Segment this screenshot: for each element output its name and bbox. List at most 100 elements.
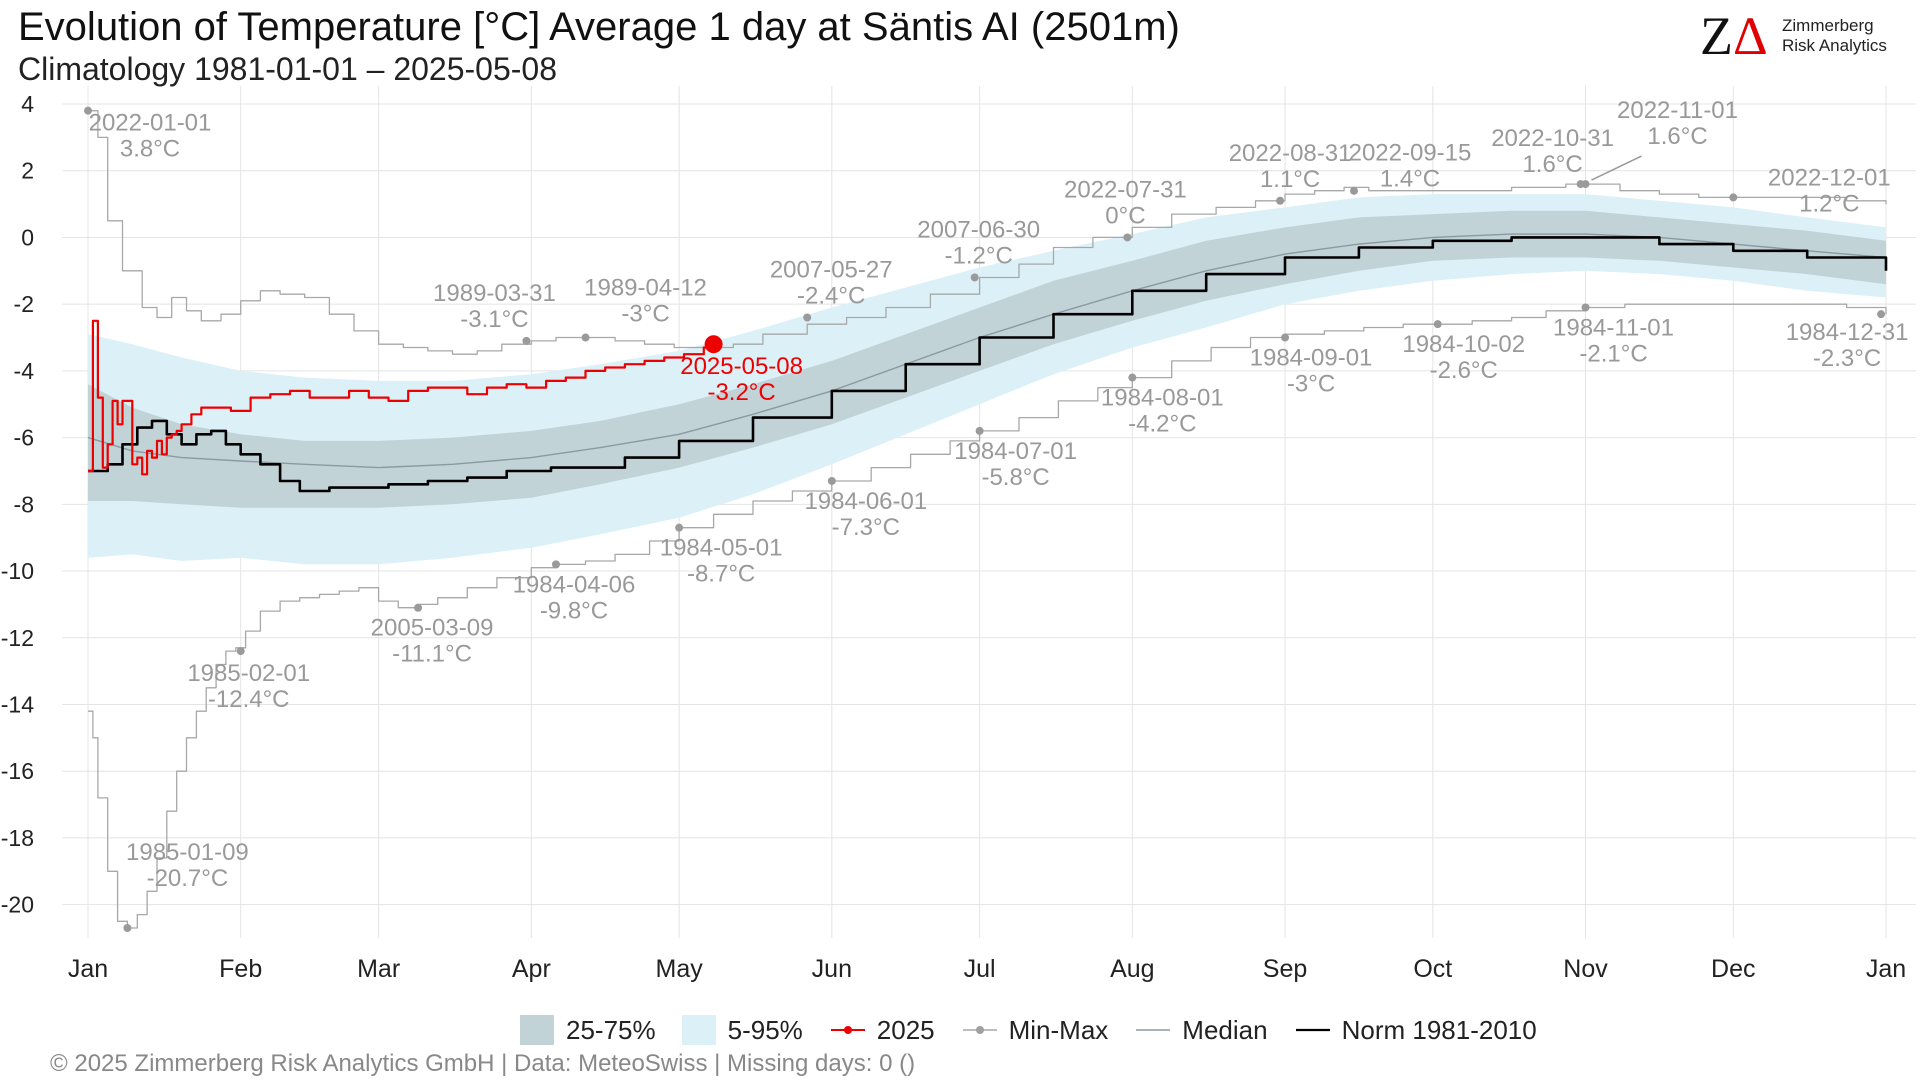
legend-item-norm: Norm 1981-2010 [1294,1015,1537,1046]
extreme-point-value: 1.2°C [1799,190,1859,217]
legend-label-5-95: 5-95% [727,1014,803,1045]
extreme-point-value: 1.1°C [1260,166,1320,193]
norm-line [88,236,1888,493]
temperature-chart: 2022-01-013.8°C 1985-01-09-20.7°C 1985-02-… [1,86,1916,983]
extreme-point-value: -12.4°C [208,686,290,713]
extreme-point-value: 1.4°C [1380,166,1440,193]
extreme-point [1128,373,1137,382]
x-tick-label: Sep [1263,955,1307,983]
extreme-point [1877,310,1886,319]
logo-mark: ZΔ [1700,8,1768,64]
extreme-point [970,273,979,282]
extreme-point-date: 1989-03-31 [433,280,556,307]
extreme-point-value: -2.1°C [1579,341,1647,368]
legend-symbol-minmax [962,1026,997,1034]
extreme-point-value: -7.3°C [832,514,900,541]
extreme-point-date: 1984-11-01 [1553,315,1674,342]
extreme-point-date: 1984-12-31 [1786,319,1909,346]
extreme-point-date: 2007-05-27 [770,257,893,284]
extreme-point-value: -3.1°C [460,306,528,333]
series-lines [87,110,1888,929]
extreme-point-value: -8.7°C [687,561,755,588]
legend-swatch-5-95 [681,1015,716,1045]
extreme-point-date: 2022-08-31 [1229,140,1352,167]
extreme-point-date: 1984-09-01 [1250,345,1373,372]
extreme-point [1729,193,1738,202]
extreme-point-value: -3°C [1287,371,1335,398]
extreme-point-date: 2022-10-31 [1491,125,1614,152]
extreme-point [827,476,836,485]
extreme-point-date: 2022-01-01 [89,110,212,137]
x-tick-label: Feb [219,955,262,983]
extreme-point [675,523,684,532]
extreme-point [236,647,245,656]
logo-z-letter: Z [1700,6,1733,66]
y-tick-label: -6 [14,425,34,451]
extreme-point [803,313,812,322]
legend-item-iqr: 25-75% [520,1015,656,1046]
axis-tick-labels: 4 2 0 -2 -4 -6 -8 -10 -12 -14 -16 -18 -20 Jan Feb Mar Ap… [1,91,1906,983]
extreme-point-value: -11.1°C [392,641,472,668]
extreme-point-date: 1984-10-02 [1402,331,1525,358]
x-tick-label: Apr [512,955,551,983]
legend: 25-75% 5-95% 2025 Min-Max Median Norm 19… [520,1012,1563,1048]
legend-item-minmax: Min-Max [961,1014,1109,1046]
extreme-point-date: 2022-11-01 [1617,97,1738,124]
extreme-point-date: 2022-12-01 [1768,164,1891,191]
extreme-point-value: -3°C [621,301,669,328]
y-tick-label: -2 [14,291,34,317]
extreme-point-date: 1984-06-01 [804,488,927,515]
extreme-point-value: -4.2°C [1128,411,1196,438]
footer-copyright: © 2025 Zimmerberg Risk Analytics GmbH | … [50,1050,916,1077]
legend-symbol-norm [1295,1028,1330,1032]
extreme-point [414,603,423,612]
y-tick-label: -20 [1,892,34,918]
extreme-point [1581,303,1590,312]
current-year-line [88,319,715,476]
legend-label-iqr: 25-75% [566,1014,656,1045]
current-point-value: -3.2°C [707,379,775,406]
x-tick-label: Oct [1413,955,1452,983]
y-tick-label: -4 [14,358,35,384]
extreme-point [1581,180,1590,189]
chart-subtitle: Climatology 1981-01-01 – 2025-05-08 [18,51,558,87]
extreme-point-date: 1984-07-01 [954,438,1077,465]
median-line [87,233,1887,469]
legend-label-minmax: Min-Max [1008,1014,1109,1045]
y-tick-label: -18 [1,825,34,851]
x-tick-label: Jul [964,955,996,983]
y-tick-label: -10 [1,558,34,584]
extreme-point [1349,186,1358,195]
extreme-point-date: 2022-09-15 [1349,140,1472,167]
current-point-date: 2025-05-08 [680,353,803,380]
extreme-point [522,336,531,345]
legend-label-norm: Norm 1981-2010 [1341,1014,1537,1045]
extreme-point-value: -9.8°C [540,597,608,624]
x-tick-label: May [656,955,704,983]
legend-label-median: Median [1182,1014,1268,1045]
y-tick-label: 0 [21,224,34,250]
x-tick-label: Dec [1711,955,1755,983]
legend-swatch-iqr [520,1015,554,1045]
x-tick-label: Jan [1866,955,1906,983]
legend-symbol-median [1136,1029,1171,1031]
extreme-point-value: 1.6°C [1647,123,1707,150]
extreme-point-value: -2.3°C [1813,345,1881,372]
extreme-point-value: -1.2°C [945,242,1013,269]
logo-delta-letter: Δ [1733,6,1768,66]
y-tick-label: -16 [1,758,34,784]
legend-item-median: Median [1134,1014,1268,1046]
company-logo: ZΔ Zimmerberg Risk Analytics [1700,8,1910,64]
legend-item-5-95: 5-95% [681,1014,803,1046]
extreme-point-value: 3.8°C [120,136,180,163]
y-tick-label: -14 [1,691,34,717]
y-tick-label: 2 [21,158,34,184]
extreme-point [581,333,590,342]
x-tick-label: Nov [1563,955,1608,983]
extreme-point [551,560,560,569]
x-tick-label: Jan [68,955,108,983]
logo-text: Zimmerberg Risk Analytics [1782,16,1887,56]
extreme-point-date: 2007-06-30 [917,216,1040,243]
chart-title: Evolution of Temperature [°C] Average 1 … [18,5,1180,49]
x-tick-label: Jun [812,955,852,983]
